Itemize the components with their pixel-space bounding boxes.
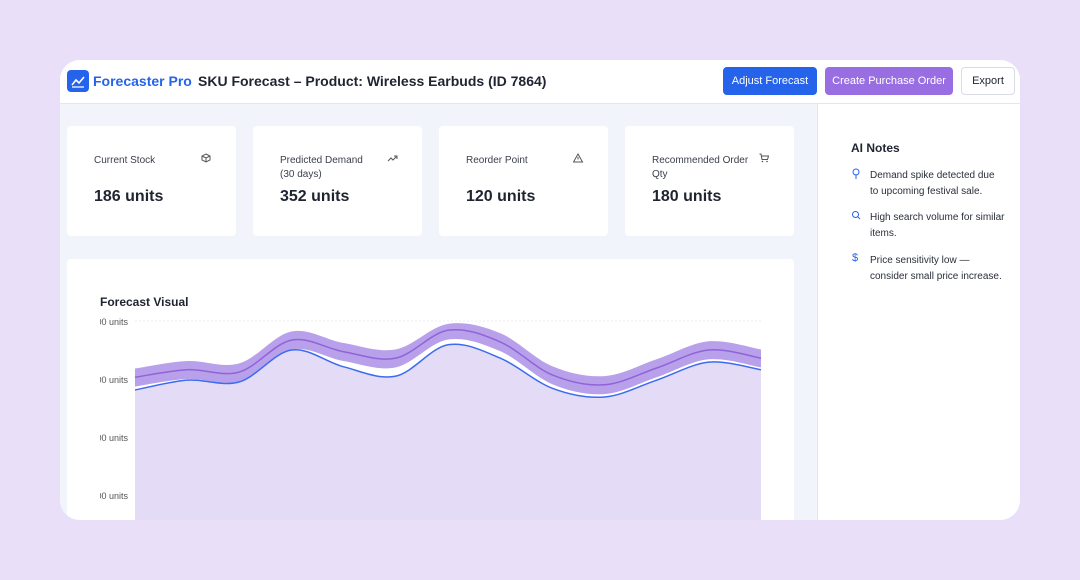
line (134, 343, 762, 399)
brand: Forecaster Pro (93, 73, 192, 89)
y-tick-label: 100 units (91, 491, 128, 501)
stat-card: Current Stock 186 units (67, 126, 236, 236)
stat-card: Recommended Order Qty 180 units (625, 126, 794, 236)
y-tick-label: 300 units (91, 375, 128, 385)
note: High search volume for similar items. (870, 212, 1005, 239)
button[interactable]: Create Purchase Order (825, 67, 953, 95)
icon (759, 153, 770, 163)
stat-card: Reorder Point 120 units (439, 126, 608, 236)
icon (852, 168, 860, 179)
stat-card: Predicted Demand (30 days) 352 units (253, 126, 422, 236)
panel-title: AI Notes (851, 141, 900, 155)
ai-panel: AI Notes Demand spike detected due to up… (817, 104, 1020, 520)
stat-label: Recommended Order Qty (652, 155, 749, 180)
y-tick-label: 200 units (91, 433, 128, 443)
header: Forecaster Pro SKU Forecast – Product: W… (60, 60, 1020, 104)
chart-title: Forecast Visual (100, 295, 189, 309)
page-title: SKU Forecast – Product: Wireless Earbuds… (198, 73, 547, 89)
icon (852, 211, 861, 220)
logo (67, 70, 89, 92)
stat-value: 120 units (466, 188, 536, 205)
area-fill (135, 344, 761, 520)
chart-card: Forecast Visual 400 units 300 units 200 un… (67, 259, 794, 520)
stat-value: 352 units (280, 188, 350, 205)
icon: $ (852, 252, 859, 264)
icon (573, 153, 584, 163)
button[interactable]: Adjust Forecast (723, 67, 817, 95)
stat-label: Reorder Point (466, 155, 528, 166)
note: Demand spike detected due to upcoming fe… (870, 170, 995, 197)
icon (387, 155, 398, 162)
stat-value: 186 units (94, 188, 164, 205)
y-tick-label: 400 units (91, 317, 128, 327)
app-window: Forecaster Pro SKU Forecast – Product: W… (60, 60, 1020, 520)
line (134, 328, 762, 386)
button[interactable]: Export (961, 67, 1015, 95)
icon (201, 153, 211, 163)
stat-value: 180 units (652, 188, 722, 205)
note: Price sensitivity low — consider small p… (870, 255, 1002, 282)
confidence-band (135, 323, 761, 395)
stat-label: Predicted Demand (30 days) (280, 155, 363, 180)
stat-label: Current Stock (94, 155, 156, 166)
